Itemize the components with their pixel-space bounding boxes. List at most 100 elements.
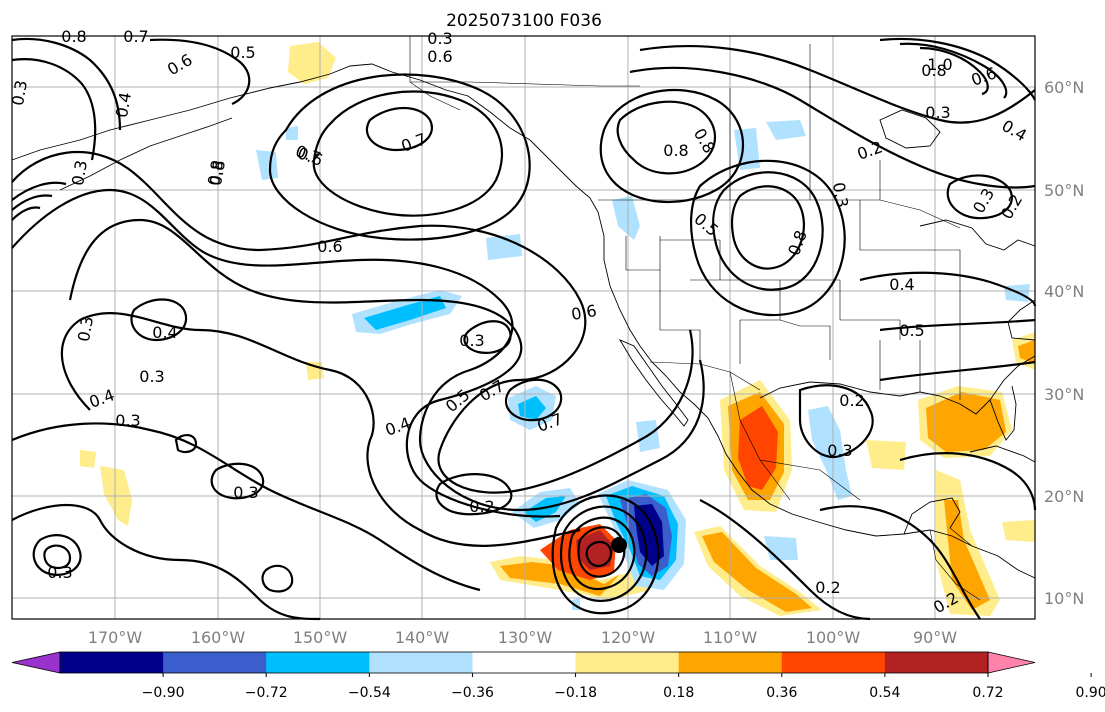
- map-title: 2025073100 F036: [446, 11, 602, 31]
- contour: [899, 42, 1008, 99]
- latitude-axis-labels: 60°N 50°N 40°N 30°N 20°N 10°N: [1044, 78, 1084, 608]
- colorbar: −0.90 −0.72 −0.54 −0.36 −0.18 0.18 0.36 0.54 0.7…: [11, 651, 1105, 701]
- contour: [504, 378, 563, 422]
- contour: [946, 174, 1013, 220]
- contour: [68, 218, 561, 518]
- contour: [859, 271, 1037, 307]
- contour: [261, 564, 294, 593]
- colorbar-tick-label: 0.90: [1076, 685, 1105, 701]
- colorbar-tick-label: 0.18: [663, 685, 694, 701]
- colorbar-segment: [266, 652, 370, 673]
- central-america: [929, 527, 981, 601]
- contour-labels: 0.8 0.70.6 0.50.3 0.40.60.80.70.80.70.60.3 0…: [8, 27, 1030, 617]
- contour: [11, 504, 321, 621]
- contour: [11, 37, 122, 131]
- alaska-canada-border: [409, 36, 461, 111]
- us-canada-border: [598, 199, 961, 229]
- contour: [629, 66, 1036, 189]
- fill-positive-mid: [926, 392, 1006, 452]
- contour-label: 0.3: [115, 411, 140, 430]
- longitude-label: 120°W: [601, 628, 656, 647]
- contour: [11, 188, 705, 512]
- cuba: [969, 445, 1036, 463]
- fill-positive-low: [288, 42, 336, 84]
- north-america-west-coast: [597, 211, 1036, 579]
- longitude-label: 110°W: [703, 628, 758, 647]
- colorbar-tick-label: −0.54: [348, 685, 391, 701]
- gulf-coast: [759, 355, 1036, 415]
- contour: [577, 526, 626, 578]
- contour: [899, 452, 1037, 511]
- colorbar-tick-label: 0.72: [972, 685, 1003, 701]
- contour: [11, 194, 53, 211]
- yucatan: [903, 497, 961, 535]
- latitude-label: 40°N: [1044, 282, 1084, 301]
- map-panel: 0.8 0.70.6 0.50.3 0.40.60.80.70.80.70.60.3 0…: [8, 27, 1037, 621]
- fill-positive-low: [866, 440, 906, 470]
- state-borders: [625, 200, 961, 400]
- us-mexico-border: [649, 361, 761, 391]
- contour: [463, 320, 512, 354]
- fill-negative-mid: [364, 296, 446, 330]
- contour: [60, 312, 581, 547]
- fill-negative-low: [766, 120, 806, 140]
- colorbar-segment: [369, 652, 473, 673]
- contour: [11, 206, 41, 221]
- contour: [11, 58, 97, 161]
- contour-label: 0.4: [889, 275, 914, 294]
- contour: [551, 494, 660, 615]
- contour-label: 0.8: [921, 61, 946, 80]
- contour: [798, 384, 874, 459]
- contour-label: 0.8: [206, 159, 229, 187]
- contour-label: 0.3: [233, 483, 258, 502]
- fill-negative-extreme: [634, 504, 664, 566]
- contour: [879, 360, 1036, 382]
- longitude-label: 170°W: [88, 628, 143, 647]
- canada-provinces: [410, 44, 881, 200]
- fill-positive-mid: [944, 500, 990, 610]
- contour: [32, 534, 82, 576]
- contour-label: 0.2: [469, 497, 494, 516]
- contour: [568, 516, 636, 591]
- contour: [599, 88, 745, 204]
- fill-positive-low: [80, 450, 96, 468]
- contour-label: 0.3: [827, 441, 852, 460]
- fill-negative-low: [256, 150, 278, 180]
- contour-label: 0.3: [829, 181, 852, 209]
- contour-label: 0.5: [230, 43, 255, 62]
- latitude-label: 50°N: [1044, 181, 1084, 200]
- longitude-label: 140°W: [395, 628, 450, 647]
- colorbar-segment: [472, 652, 577, 673]
- political-borders: [409, 36, 981, 601]
- contour-lines: [11, 37, 1037, 621]
- contour: [11, 181, 67, 201]
- contour: [919, 46, 989, 96]
- aleutian-islands: [59, 117, 233, 191]
- contour-label: 0.2: [815, 578, 840, 597]
- colorbar-tick-label: −0.72: [245, 685, 288, 701]
- map-frame: [11, 35, 1036, 620]
- longitude-label: 150°W: [293, 628, 348, 647]
- contour: [730, 185, 805, 270]
- baja-california: [618, 339, 689, 427]
- contour-label: 0.3: [459, 331, 484, 350]
- contour: [639, 44, 1036, 124]
- contour-label: 0.6: [570, 301, 598, 324]
- colorbar-frame: [59, 651, 989, 674]
- colorbar-extend-max: [987, 651, 1036, 674]
- fill-negative-low: [612, 196, 640, 240]
- colorbar-tick-label: −0.90: [142, 685, 185, 701]
- longitude-label: 130°W: [498, 628, 553, 647]
- contour: [435, 473, 513, 516]
- contour: [43, 544, 72, 569]
- fill-negative-low: [486, 234, 522, 260]
- colorbar-tick-label: −0.18: [554, 685, 597, 701]
- contour: [174, 434, 198, 454]
- fill-positive-high: [738, 406, 778, 490]
- coastlines: [11, 63, 1036, 579]
- contour: [879, 318, 1036, 332]
- contour-label: 0.4: [112, 91, 135, 119]
- contour-label: 0.6: [427, 47, 452, 66]
- contour-label: 0.3: [925, 103, 950, 122]
